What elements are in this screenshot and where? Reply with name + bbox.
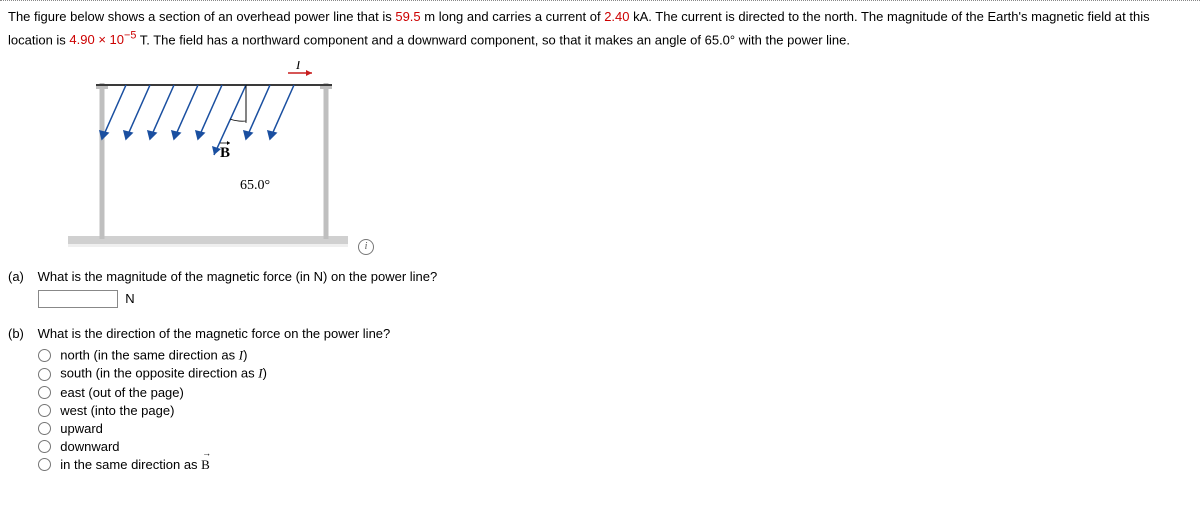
text-segment: The figure below shows a section of an o… [8,9,395,24]
question-a-label: (a) [8,269,34,284]
option-south-radio[interactable] [38,368,51,381]
svg-text:65.0°: 65.0° [240,178,270,193]
option-north-radio[interactable] [38,349,51,362]
svg-text:B: B [220,145,230,161]
answer-a-input[interactable] [38,290,118,308]
option-downward-label: downward [60,439,119,454]
option-downward-radio[interactable] [38,440,51,453]
option-same-as-b-label: in the same direction as B [60,457,210,472]
text-segment: T. The field has a northward component a… [136,32,850,47]
question-b-label: (b) [8,326,34,341]
option-west-radio[interactable] [38,404,51,417]
text-segment: m long and carries a current of [421,9,605,24]
option-upward-radio[interactable] [38,422,51,435]
option-east-radio[interactable] [38,386,51,399]
physics-figure: I B 65.0° i [68,61,358,251]
question-a-text: What is the magnitude of the magnetic fo… [38,269,438,284]
option-west-label: west (into the page) [60,403,174,418]
problem-statement: The figure below shows a section of an o… [8,7,1192,51]
question-a: (a) What is the magnitude of the magneti… [8,269,1192,308]
question-b-text: What is the direction of the magnetic fo… [38,326,391,341]
option-east-label: east (out of the page) [60,385,184,400]
value-length: 59.5 [395,9,420,24]
svg-text:I: I [295,61,301,72]
answer-a-unit: N [125,291,134,306]
value-current: 2.40 [604,9,629,24]
option-upward-label: upward [60,421,103,436]
option-south-label: south (in the opposite direction as I) [60,366,267,381]
value-field: 4.90 × 10−5 [69,32,136,47]
question-b: (b) What is the direction of the magneti… [8,326,1192,475]
option-same-as-b-radio[interactable] [38,458,51,471]
info-icon[interactable]: i [358,239,374,255]
option-north-label: north (in the same direction as I) [60,347,247,362]
